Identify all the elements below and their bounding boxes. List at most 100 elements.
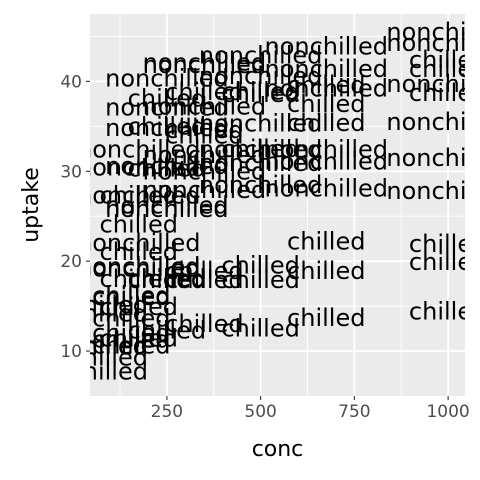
point-label: nonchilled [105, 195, 229, 223]
point-label: chilled [409, 298, 480, 326]
point-label: chilled [287, 71, 365, 99]
x-tick-label: 500 [244, 402, 276, 422]
point-label: nonchilled [264, 55, 388, 83]
y-tick-label: 20 [60, 252, 82, 272]
point-label: chilled [287, 304, 365, 332]
point-label: nonchilled [105, 152, 229, 180]
point-label: chilled [409, 55, 480, 83]
point-label: nonchilled [47, 283, 171, 311]
point-label: nonchilled [105, 191, 229, 219]
point-label: chilled [287, 227, 365, 255]
point-label: chilled [165, 310, 243, 338]
x-axis-ticks: 250 500 750 1000 [151, 396, 470, 422]
point-label: nonchilled [386, 108, 480, 136]
y-axis-ticks: 10 20 30 40 [60, 72, 90, 362]
point-label: chilled [165, 116, 243, 144]
point-label: chilled [287, 109, 365, 137]
point-label: chilled [100, 324, 178, 352]
point-label: nonchilled [264, 32, 388, 60]
point-label: chilled [221, 252, 299, 280]
point-label: nonchilled [386, 70, 480, 98]
point-label: nonchilled [105, 93, 229, 121]
point-label: nonchilled [77, 253, 201, 281]
point-label: chilled [70, 291, 148, 319]
point-label: nonchilled [386, 18, 480, 46]
grid-major [90, 14, 465, 396]
point-label: nonchilled [77, 136, 201, 164]
y-axis-title: uptake [19, 167, 44, 243]
point-label: chilled [165, 257, 243, 285]
point-label: chilled [128, 112, 206, 140]
point-label: nonchilled [199, 41, 323, 69]
point-label: nonchilled [47, 281, 171, 309]
point-label: nonchilled [77, 154, 201, 182]
point-label: nonchilled [264, 75, 388, 103]
x-tick-label: 750 [338, 402, 370, 422]
point-label: nonchilled [143, 141, 267, 169]
point-label: nonchilled [199, 171, 323, 199]
point-label: chilled [128, 155, 206, 183]
x-tick-label: 1000 [426, 402, 469, 422]
point-label: nonchilled [386, 29, 480, 57]
grid-minor [90, 14, 465, 396]
point-label: chilled [70, 299, 148, 327]
x-tick-label: 250 [151, 402, 183, 422]
point-label: chilled [409, 248, 480, 276]
text-marks: nonchillednonchillednonchillednonchilled… [47, 18, 480, 386]
y-tick-label: 10 [60, 342, 82, 362]
point-label: chilled [165, 78, 243, 106]
point-label: nonchilled [199, 110, 323, 138]
point-label: nonchilled [386, 144, 480, 172]
point-label: chilled [100, 265, 178, 293]
point-label: chilled [70, 358, 148, 386]
point-label: chilled [128, 316, 206, 344]
point-label: chilled [221, 266, 299, 294]
point-label: chilled [409, 230, 480, 258]
point-label: nonchilled [77, 182, 201, 210]
point-label: nonchilled [105, 114, 229, 142]
point-label: nonchilled [143, 49, 267, 77]
point-label: nonchilled [143, 51, 267, 79]
point-label: nonchilled [264, 136, 388, 164]
point-label: nonchilled [77, 254, 201, 282]
point-label: chilled [221, 135, 299, 163]
y-tick-label: 40 [60, 72, 82, 92]
point-label: chilled [287, 257, 365, 285]
point-label: chilled [100, 210, 178, 238]
point-label: nonchilled [199, 149, 323, 177]
point-label: chilled [221, 80, 299, 108]
point-label: nonchilled [47, 325, 171, 353]
point-label: chilled [100, 182, 178, 210]
point-label: nonchilled [47, 305, 171, 333]
point-label: chilled [128, 264, 206, 292]
point-label: chilled [70, 332, 148, 360]
point-label: nonchilled [143, 157, 267, 185]
point-label: chilled [221, 315, 299, 343]
point-label: nonchilled [105, 65, 229, 93]
point-label: nonchilled [143, 176, 267, 204]
point-label: nonchilled [77, 229, 201, 257]
point-label: chilled [100, 238, 178, 266]
point-label: chilled [409, 79, 480, 107]
point-label: nonchilled [386, 177, 480, 205]
point-label: chilled [70, 333, 148, 361]
plot-panel [90, 14, 465, 396]
point-label: chilled [409, 46, 480, 74]
point-label: chilled [221, 77, 299, 105]
y-tick-label: 30 [60, 162, 82, 182]
point-label: nonchilled [264, 147, 388, 175]
point-label: chilled [128, 266, 206, 294]
point-label: nonchilled [199, 136, 323, 164]
point-label: chilled [70, 343, 148, 371]
point-label: nonchilled [143, 93, 267, 121]
x-axis-title: conc [252, 437, 304, 462]
point-label: nonchilled [264, 174, 388, 202]
point-label: chilled [165, 121, 243, 149]
point-label: chilled [100, 293, 178, 321]
point-label: chilled [287, 90, 365, 118]
point-label: chilled [165, 266, 243, 294]
point-label: nonchilled [199, 62, 323, 90]
point-label: nonchilled [47, 332, 171, 360]
point-label: nonchilled [47, 319, 171, 347]
